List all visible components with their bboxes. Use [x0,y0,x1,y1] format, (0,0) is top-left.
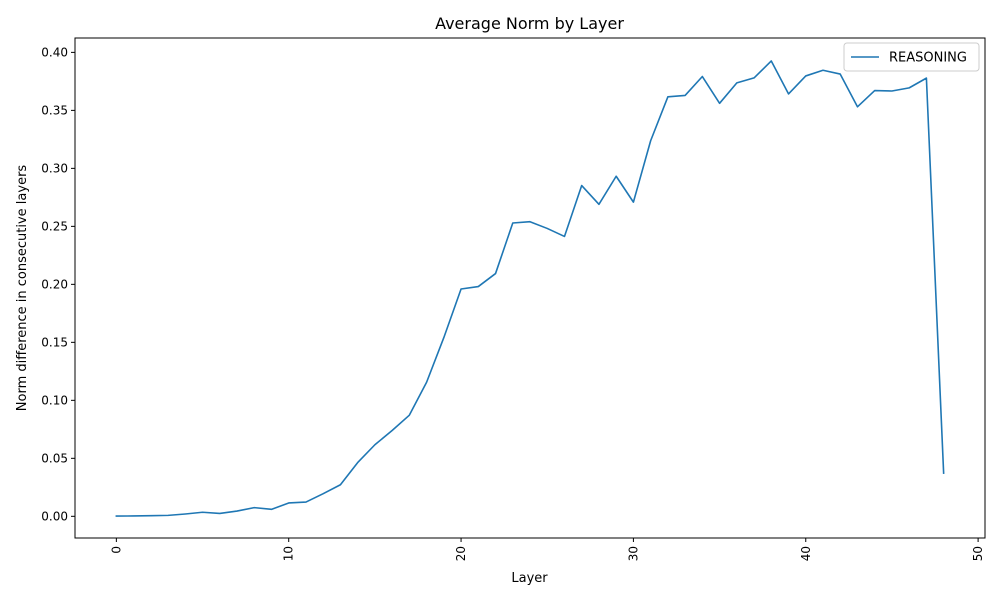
y-tick-label: 0.05 [41,451,68,465]
x-tick-label: 40 [799,546,813,561]
y-tick-label: 0.35 [41,103,68,117]
legend-label: REASONING [889,51,967,66]
x-tick-label: 0 [109,546,123,554]
y-tick-label: 0.20 [41,277,68,291]
y-tick-label: 0.40 [41,45,68,59]
series-line-0 [115,60,945,517]
y-tick-label: 0.00 [41,509,68,523]
x-tick-label: 50 [971,546,985,561]
legend: REASONING [843,42,980,72]
x-tick-label: 10 [282,546,296,561]
y-tick-label: 0.10 [41,393,68,407]
y-tick-label: 0.30 [41,161,68,175]
y-tick-label: 0.15 [41,335,68,349]
y-tick-label: 0.25 [41,219,68,233]
y-axis-label: Norm difference in consecutive layers [15,165,30,412]
axes-frame [74,37,986,539]
x-axis-label: Layer [511,571,548,586]
x-tick-label: 20 [454,546,468,561]
chart-title: Average Norm by Layer [435,14,624,33]
x-tick-label: 30 [626,546,640,561]
plot-area: 0 10 20 30 40 50 0.00 0.05 0.10 0.15 0.20 0.25 0.30 0… [41,37,986,561]
legend-box [843,42,980,72]
